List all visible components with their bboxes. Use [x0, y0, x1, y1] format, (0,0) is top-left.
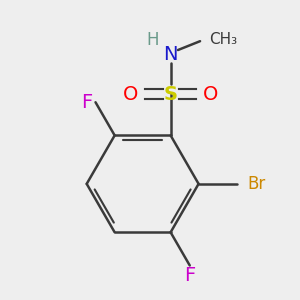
Text: O: O	[123, 85, 139, 104]
Text: F: F	[184, 266, 195, 285]
Text: F: F	[81, 93, 92, 112]
Text: N: N	[164, 45, 178, 64]
Text: Br: Br	[247, 175, 266, 193]
Text: CH₃: CH₃	[209, 32, 237, 47]
Text: H: H	[147, 31, 159, 49]
Text: O: O	[203, 85, 218, 104]
Text: S: S	[164, 85, 178, 104]
